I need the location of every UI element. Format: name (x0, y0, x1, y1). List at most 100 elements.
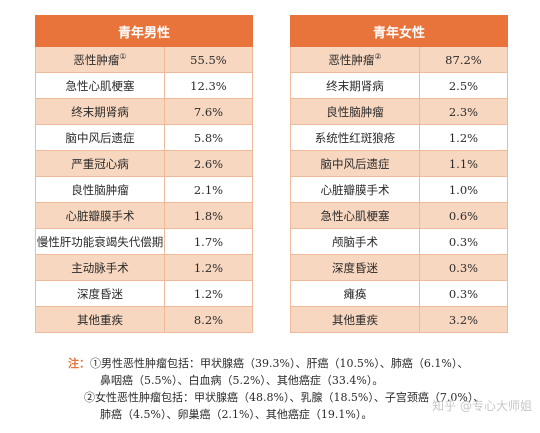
percentage-cell: 1.0% (418, 176, 509, 203)
disease-name: 急性心肌梗塞 (65, 78, 135, 93)
disease-name: 心脏瓣膜手术 (65, 208, 135, 223)
note-male-line1: 注：①男性恶性肿瘤包括：甲状腺癌（39.3%）、肝癌（10.5%）、肺癌（6.1… (68, 355, 538, 372)
table-row: 系统性红斑狼疮 1.2% (290, 124, 509, 151)
disease-name-cell: 脑中风后遗症 (290, 150, 420, 177)
table-row: 其他重疾 3.2% (290, 306, 509, 333)
disease-name-cell: 慢性肝功能衰竭失代偿期 (35, 228, 165, 255)
disease-name: 脑中风后遗症 (320, 156, 390, 171)
percentage-cell: 2.1% (163, 176, 254, 203)
table-row: 急性心肌梗塞 12.3% (35, 72, 254, 99)
disease-name-cell: 恶性肿瘤② (290, 46, 420, 73)
percentage-cell: 2.6% (163, 150, 254, 177)
disease-name-cell: 颅脑手术 (290, 228, 420, 255)
table-row: 瘫痪 0.3% (290, 280, 509, 307)
percentage-cell: 5.8% (163, 124, 254, 151)
percentage-cell: 1.8% (163, 202, 254, 229)
disease-name-cell: 主动脉手术 (35, 254, 165, 281)
disease-name-cell: 良性脑肿瘤 (35, 176, 165, 203)
percentage-cell: 1.2% (418, 124, 509, 151)
disease-name: 其他重疾 (331, 312, 378, 327)
percentage-cell: 1.7% (163, 228, 254, 255)
male-table-body: 恶性肿瘤① 55.5% 急性心肌梗塞 12.3% 终末期肾病 7.6% 脑中风后遗症 5.8%… (35, 46, 254, 333)
table-row: 心脏瓣膜手术 1.0% (290, 176, 509, 203)
disease-name-cell: 其他重疾 (35, 306, 165, 333)
percentage-cell: 1.2% (163, 254, 254, 281)
percentage-cell: 8.2% (163, 306, 254, 333)
table-row: 深度昏迷 0.3% (290, 254, 509, 281)
footnote-marker: ② (374, 51, 382, 61)
table-row: 主动脉手术 1.2% (35, 254, 254, 281)
percentage-cell: 7.6% (163, 98, 254, 125)
disease-name: 主动脉手术 (71, 260, 129, 275)
disease-name: 恶性肿瘤 (328, 52, 375, 67)
footnotes: 注：①男性恶性肿瘤包括：甲状腺癌（39.3%）、肝癌（10.5%）、肺癌（6.1… (68, 355, 538, 423)
disease-name-cell: 急性心肌梗塞 (35, 72, 165, 99)
disease-name: 深度昏迷 (331, 260, 378, 275)
footnote-marker: ① (119, 51, 127, 61)
table-row: 终末期肾病 7.6% (35, 98, 254, 125)
disease-name: 瘫痪 (343, 286, 367, 301)
female-table: 青年女性 恶性肿瘤② 87.2% 终末期肾病 2.5% 良性脑肿瘤 2.3% 系统性红斑狼疮… (290, 15, 509, 333)
percentage-cell: 1.1% (418, 150, 509, 177)
disease-name: 恶性肿瘤 (73, 52, 120, 67)
note-male-text-1: ①男性恶性肿瘤包括：甲状腺癌（39.3%）、肝癌（10.5%）、肺癌（6.1%）… (90, 357, 469, 370)
disease-name: 急性心肌梗塞 (320, 208, 390, 223)
disease-name-cell: 脑中风后遗症 (35, 124, 165, 151)
note-male-line2: 鼻咽癌（5.5%）、白血病（5.2%）、其他癌症（33.4%）。 (100, 374, 384, 387)
table-row: 其他重疾 8.2% (35, 306, 254, 333)
male-table-title: 青年男性 (35, 15, 253, 47)
disease-name-cell: 终末期肾病 (290, 72, 420, 99)
disease-name: 慢性肝功能衰竭失代偿期 (36, 234, 164, 249)
table-row: 终末期肾病 2.5% (290, 72, 509, 99)
percentage-cell: 55.5% (163, 46, 254, 73)
table-row: 恶性肿瘤② 87.2% (290, 46, 509, 73)
table-row: 良性脑肿瘤 2.1% (35, 176, 254, 203)
disease-name-cell: 系统性红斑狼疮 (290, 124, 420, 151)
percentage-cell: 2.5% (418, 72, 509, 99)
table-row: 严重冠心病 2.6% (35, 150, 254, 177)
disease-name-cell: 终末期肾病 (35, 98, 165, 125)
note-female-line2: 肺癌（4.5%）、卵巢癌（2.1%）、其他癌症（19.1%）。 (100, 408, 373, 421)
disease-name: 其他重疾 (76, 312, 123, 327)
table-row: 急性心肌梗塞 0.6% (290, 202, 509, 229)
disease-name-cell: 心脏瓣膜手术 (35, 202, 165, 229)
disease-name-cell: 恶性肿瘤① (35, 46, 165, 73)
percentage-cell: 0.3% (418, 280, 509, 307)
table-row: 良性脑肿瘤 2.3% (290, 98, 509, 125)
table-row: 脑中风后遗症 5.8% (35, 124, 254, 151)
disease-name: 终末期肾病 (326, 78, 384, 93)
table-row: 恶性肿瘤① 55.5% (35, 46, 254, 73)
disease-name-cell: 心脏瓣膜手术 (290, 176, 420, 203)
percentage-cell: 0.6% (418, 202, 509, 229)
percentage-cell: 87.2% (418, 46, 509, 73)
disease-name-cell: 急性心肌梗塞 (290, 202, 420, 229)
table-row: 颅脑手术 0.3% (290, 228, 509, 255)
percentage-cell: 12.3% (163, 72, 254, 99)
table-row: 深度昏迷 1.2% (35, 280, 254, 307)
note-female-line1: ②女性恶性肿瘤包括：甲状腺癌（48.8%）、乳腺（18.5%）、子宫颈癌（7.0… (84, 391, 485, 404)
disease-name: 严重冠心病 (71, 156, 129, 171)
note-label: 注： (68, 357, 90, 370)
disease-name-cell: 深度昏迷 (35, 280, 165, 307)
disease-name-cell: 其他重疾 (290, 306, 420, 333)
table-row: 脑中风后遗症 1.1% (290, 150, 509, 177)
disease-name: 终末期肾病 (71, 104, 129, 119)
female-table-title: 青年女性 (290, 15, 508, 47)
disease-name: 深度昏迷 (76, 286, 123, 301)
disease-name: 良性脑肿瘤 (71, 182, 129, 197)
disease-name-cell: 深度昏迷 (290, 254, 420, 281)
percentage-cell: 1.2% (163, 280, 254, 307)
disease-name-cell: 良性脑肿瘤 (290, 98, 420, 125)
disease-name-cell: 严重冠心病 (35, 150, 165, 177)
female-table-body: 恶性肿瘤② 87.2% 终末期肾病 2.5% 良性脑肿瘤 2.3% 系统性红斑狼疮 1.2% 脑… (290, 46, 509, 333)
disease-name: 颅脑手术 (331, 234, 378, 249)
percentage-cell: 0.3% (418, 228, 509, 255)
table-row: 心脏瓣膜手术 1.8% (35, 202, 254, 229)
percentage-cell: 3.2% (418, 306, 509, 333)
watermark: 知乎 @专心大师姐 (432, 399, 532, 413)
disease-name: 脑中风后遗症 (65, 130, 135, 145)
table-row: 慢性肝功能衰竭失代偿期 1.7% (35, 228, 254, 255)
disease-name: 系统性红斑狼疮 (314, 130, 396, 145)
percentage-cell: 0.3% (418, 254, 509, 281)
disease-name: 心脏瓣膜手术 (320, 182, 390, 197)
